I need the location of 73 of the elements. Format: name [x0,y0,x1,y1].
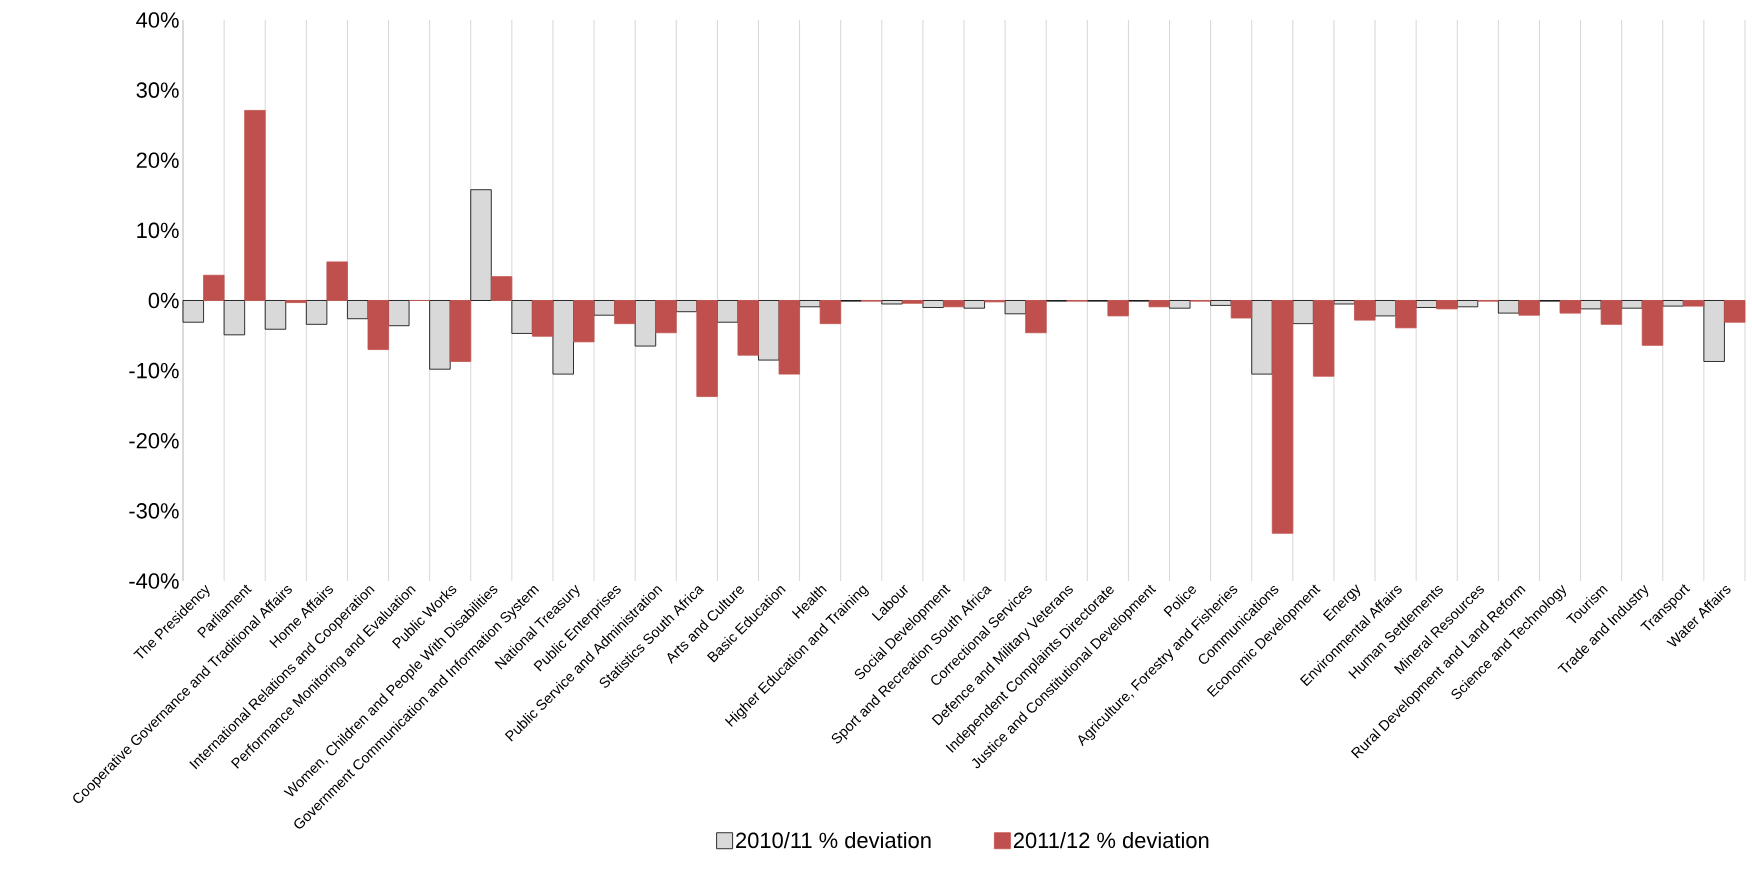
y-tick-label: -20% [129,432,179,449]
bar [1354,300,1376,321]
y-tick-label: -10% [129,362,179,379]
bar [1374,300,1396,317]
bar [737,300,759,356]
y-tick-label: 0% [148,292,179,309]
bar [716,300,739,323]
bar [1456,300,1479,308]
y-tick-label: 10% [137,222,179,239]
bar [1497,300,1520,314]
bar [1251,300,1273,375]
bar [223,300,246,336]
bar [326,261,348,301]
bar [1271,300,1294,534]
bar [1600,300,1623,325]
bar [1641,300,1664,346]
bar [758,300,780,361]
bar [922,300,944,308]
bar [696,300,718,397]
bar [1518,300,1540,316]
bar [1210,300,1232,306]
bar [881,300,903,305]
bar [901,300,924,304]
bar [614,300,636,325]
bar [264,300,287,330]
bar [1333,300,1355,305]
bar [1621,300,1643,309]
bar [778,300,800,375]
bar [1415,300,1438,308]
y-tick-label: 40% [136,12,179,28]
bar [573,300,595,343]
bar [1436,300,1458,310]
bar [1292,300,1314,325]
bar [1230,300,1253,319]
y-tick-label: 30% [136,82,179,98]
bar [1148,300,1170,308]
bar [819,300,842,325]
bar [1559,300,1581,314]
bar [1662,300,1684,307]
bar [963,300,985,309]
bar [182,300,204,323]
bar [1395,300,1417,329]
bar [1107,300,1129,317]
bar [470,189,492,301]
y-tick-label: 20% [136,152,179,168]
bar [1004,300,1027,315]
bar [1025,300,1047,334]
bar [532,300,554,337]
bar [449,300,472,362]
bar [1312,300,1335,377]
y-tick-label: -30% [129,503,179,519]
bar [593,300,616,316]
bar [655,300,677,334]
bar [244,110,266,301]
bar [634,300,657,347]
bar [305,300,328,325]
bar [1724,300,1746,323]
bar [367,300,389,350]
bar [511,300,533,334]
bar [285,300,307,303]
legend-label: 2011/12 % deviation [1013,832,1209,849]
bar [347,300,369,320]
bar [203,274,225,301]
legend-label: 2010/11 % deviation [736,832,931,849]
bar [1703,300,1725,362]
bar [943,300,965,308]
bar [429,300,451,370]
bar [552,300,574,375]
bar [388,300,410,327]
bar [1169,300,1191,309]
bar [1580,300,1602,310]
bar [1682,300,1705,307]
bar [490,276,513,301]
